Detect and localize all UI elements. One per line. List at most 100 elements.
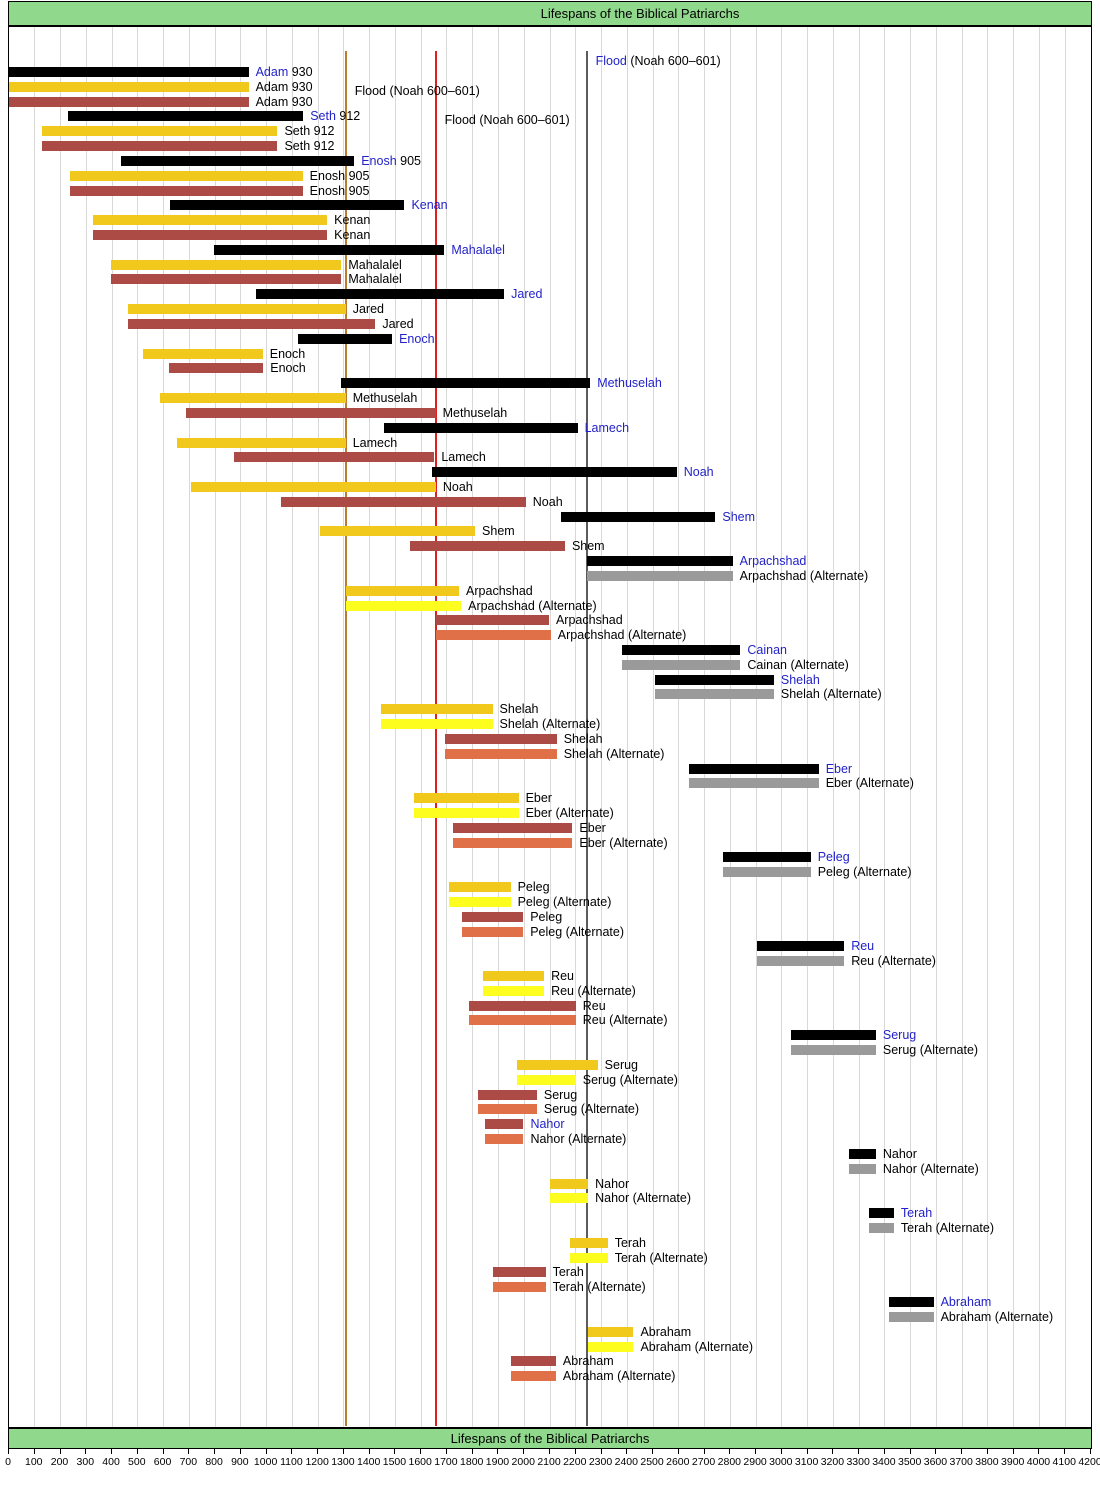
lifespan-bar bbox=[340, 378, 591, 389]
lifespan-bar bbox=[121, 155, 355, 166]
axis-tick bbox=[806, 1449, 808, 1454]
lifespan-bar bbox=[621, 659, 741, 670]
lifespan-bar bbox=[68, 111, 304, 122]
gridline bbox=[729, 27, 731, 1427]
axis-tick bbox=[883, 1449, 885, 1454]
bar-label: Jared bbox=[511, 287, 543, 302]
axis-tick bbox=[239, 1449, 241, 1454]
bar-label: Adam 930 bbox=[255, 65, 313, 79]
axis-tick-label: 2300 bbox=[588, 1456, 613, 1468]
lifespan-bar bbox=[655, 689, 774, 700]
bar-label: Serug bbox=[543, 1087, 578, 1102]
lifespan-bar bbox=[888, 1297, 934, 1308]
axis-tick bbox=[394, 1449, 396, 1454]
flood-label: Flood (Noah 600–601) bbox=[444, 113, 570, 127]
axis-tick-label: 2900 bbox=[743, 1456, 767, 1468]
axis-tick-label: 2600 bbox=[666, 1456, 690, 1468]
lifespan-bar bbox=[320, 526, 476, 537]
gridline bbox=[781, 27, 783, 1427]
axis-tick bbox=[136, 1449, 138, 1454]
bar-label: Methuselah bbox=[442, 405, 508, 420]
bar-label: Methuselah bbox=[352, 391, 418, 406]
bar-label: Shelah (Alternate) bbox=[563, 746, 665, 761]
axis-tick bbox=[214, 1449, 216, 1454]
lifespan-bar bbox=[482, 971, 545, 982]
bar-label: Terah (Alternate) bbox=[614, 1250, 708, 1265]
chart-title-bottom: Lifespans of the Biblical Patriarchs bbox=[8, 1428, 1092, 1449]
axis-tick-label: 3600 bbox=[923, 1456, 948, 1468]
axis-tick-label: 4200 bbox=[1078, 1456, 1100, 1468]
gridline bbox=[1013, 27, 1015, 1427]
axis-tick-label: 4100 bbox=[1052, 1456, 1076, 1468]
lifespan-bar bbox=[414, 793, 519, 804]
lifespan-bar bbox=[256, 289, 505, 300]
lifespan-bar bbox=[723, 852, 811, 863]
bar-label: Mahalalel bbox=[451, 242, 505, 257]
axis-tick bbox=[33, 1449, 35, 1454]
bar-label: Peleg bbox=[530, 909, 563, 924]
bar-label: Terah (Alternate) bbox=[900, 1220, 995, 1235]
gridline bbox=[575, 27, 577, 1427]
lifespan-bar bbox=[655, 674, 774, 685]
bar-label: Seth 912 bbox=[284, 124, 335, 139]
axis-tick bbox=[111, 1449, 113, 1454]
bar-label: Serug bbox=[604, 1057, 639, 1072]
lifespan-bar bbox=[869, 1208, 894, 1219]
axis-tick-label: 3800 bbox=[975, 1456, 999, 1468]
axis-tick-label: 1600 bbox=[408, 1456, 432, 1468]
gridline bbox=[369, 27, 371, 1427]
lifespan-bar bbox=[790, 1045, 876, 1056]
axis-tick-label: 800 bbox=[205, 1456, 223, 1468]
axis-tick bbox=[291, 1449, 293, 1454]
axis-tick bbox=[85, 1449, 87, 1454]
lifespan-bar bbox=[410, 541, 565, 552]
lifespan-bar bbox=[477, 1104, 537, 1115]
bar-label: Reu (Alternate) bbox=[851, 954, 936, 969]
bar-label: Reu bbox=[551, 969, 574, 984]
lifespan-bar bbox=[570, 1237, 608, 1248]
lifespan-bar bbox=[723, 867, 811, 878]
lifespan-bar bbox=[143, 348, 263, 359]
bar-label: Kenan bbox=[334, 213, 371, 228]
axis-tick bbox=[909, 1449, 911, 1454]
axis-tick bbox=[265, 1449, 267, 1454]
lifespan-bar bbox=[560, 511, 716, 522]
bar-label: Jared bbox=[382, 316, 414, 331]
axis-tick-label: 3500 bbox=[897, 1456, 922, 1468]
bar-label: Cainan (Alternate) bbox=[747, 657, 849, 672]
bar-label: Serug (Alternate) bbox=[582, 1072, 678, 1087]
axis-tick bbox=[549, 1449, 550, 1454]
gridline bbox=[343, 27, 345, 1427]
bar-label: Eber (Alternate) bbox=[825, 776, 914, 791]
bar-label: Nahor bbox=[595, 1176, 630, 1191]
lifespan-bar bbox=[436, 630, 551, 641]
bar-label: Terah bbox=[900, 1206, 933, 1221]
axis-tick bbox=[59, 1449, 61, 1454]
gridline bbox=[678, 27, 680, 1427]
axis-tick-label: 1300 bbox=[331, 1456, 355, 1468]
lifespan-bar bbox=[449, 896, 511, 907]
bar-label: Shelah (Alternate) bbox=[499, 717, 601, 732]
gridline bbox=[163, 27, 165, 1427]
plot-area: Adam 930 Adam 930 Adam 930 Seth 912 Seth 912… bbox=[8, 26, 1092, 1428]
axis-tick-label: 500 bbox=[128, 1456, 146, 1468]
lifespan-bar bbox=[492, 1282, 546, 1293]
axis-tick-label: 2800 bbox=[717, 1456, 742, 1468]
lifespan-bar bbox=[69, 185, 303, 196]
axis-tick-label: 3900 bbox=[1001, 1456, 1025, 1468]
bar-label: Nahor (Alternate) bbox=[530, 1132, 627, 1147]
lifespan-bar bbox=[492, 1267, 546, 1278]
bar-label: Mahalalel bbox=[348, 257, 402, 272]
axis-tick bbox=[368, 1449, 370, 1454]
lifespan-bar bbox=[516, 1059, 598, 1070]
lifespan-bar bbox=[469, 1000, 576, 1011]
lifespan-bar bbox=[888, 1311, 934, 1322]
gridline bbox=[601, 27, 603, 1427]
bar-label: Enosh 905 bbox=[309, 183, 370, 198]
axis-tick bbox=[652, 1449, 654, 1454]
axis-tick-label: 1100 bbox=[280, 1456, 303, 1468]
bar-label: Enosh 905 bbox=[309, 168, 370, 183]
bar-label: Eber bbox=[825, 761, 853, 776]
axis-tick bbox=[832, 1449, 834, 1454]
axis-tick bbox=[445, 1449, 447, 1454]
